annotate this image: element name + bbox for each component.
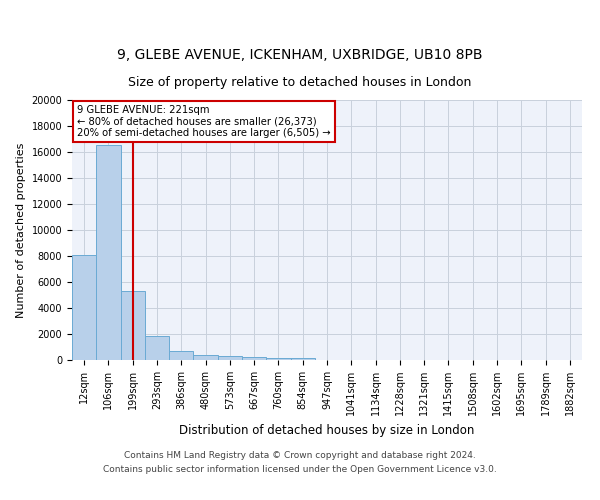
Bar — [266, 358, 290, 360]
Bar — [169, 351, 193, 360]
Bar — [72, 254, 96, 360]
Text: 9, GLEBE AVENUE, ICKENHAM, UXBRIDGE, UB10 8PB: 9, GLEBE AVENUE, ICKENHAM, UXBRIDGE, UB1… — [117, 48, 483, 62]
Bar — [290, 358, 315, 360]
Bar — [121, 291, 145, 360]
Bar — [193, 356, 218, 360]
Text: Contains HM Land Registry data © Crown copyright and database right 2024.
Contai: Contains HM Land Registry data © Crown c… — [103, 452, 497, 473]
Bar — [218, 356, 242, 360]
X-axis label: Distribution of detached houses by size in London: Distribution of detached houses by size … — [179, 424, 475, 436]
Bar — [145, 336, 169, 360]
Text: 9 GLEBE AVENUE: 221sqm
← 80% of detached houses are smaller (26,373)
20% of semi: 9 GLEBE AVENUE: 221sqm ← 80% of detached… — [77, 105, 331, 138]
Text: Size of property relative to detached houses in London: Size of property relative to detached ho… — [128, 76, 472, 89]
Bar — [242, 358, 266, 360]
Y-axis label: Number of detached properties: Number of detached properties — [16, 142, 26, 318]
Bar — [96, 146, 121, 360]
